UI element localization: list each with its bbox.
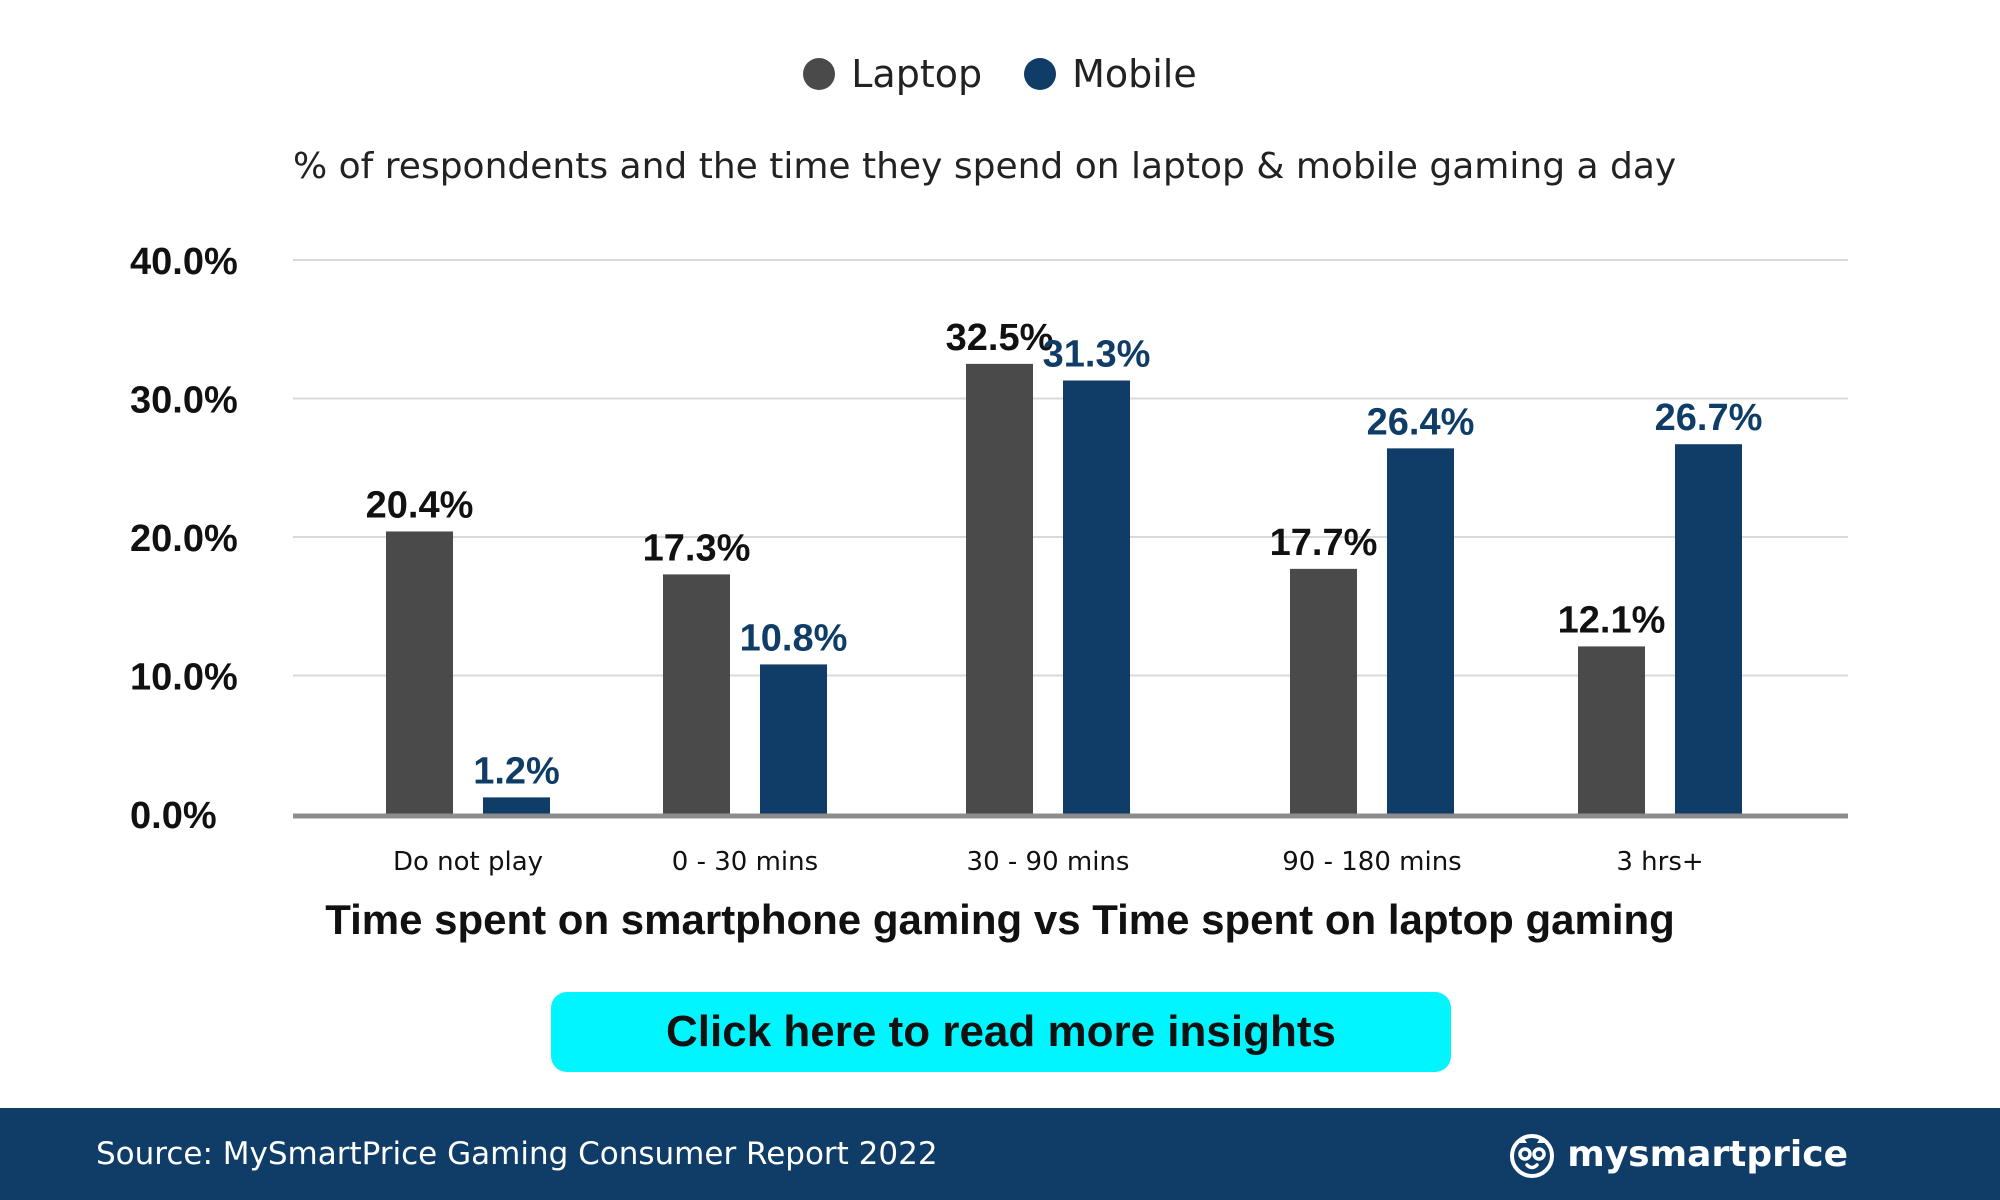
y-tick-label: 30.0%: [130, 380, 238, 422]
legend-label-laptop: Laptop: [851, 52, 983, 96]
x-tick-label: 3 hrs+: [1616, 847, 1703, 877]
data-label-laptop: 20.4%: [366, 484, 474, 526]
bar-laptop: [386, 531, 453, 814]
y-tick-label: 20.0%: [130, 518, 238, 560]
data-label-laptop: 12.1%: [1558, 599, 1666, 641]
read-more-insights-button[interactable]: Click here to read more insights: [551, 992, 1451, 1072]
data-label-mobile: 10.8%: [740, 617, 848, 659]
source-text: Source: MySmartPrice Gaming Consumer Rep…: [96, 1136, 938, 1172]
bar-mobile: [1387, 448, 1454, 814]
read-more-insights-label: Click here to read more insights: [666, 1007, 1336, 1056]
legend-swatch-mobile: [1024, 58, 1057, 90]
x-tick-label: 90 - 180 mins: [1282, 847, 1461, 877]
bar-laptop: [1578, 646, 1645, 814]
footer: Source: MySmartPrice Gaming Consumer Rep…: [0, 1108, 2000, 1200]
bar-mobile: [760, 664, 827, 814]
data-label-laptop: 17.7%: [1270, 522, 1378, 564]
bar-laptop: [663, 574, 730, 814]
x-tick-label: Do not play: [393, 847, 543, 877]
y-tick-label: 10.0%: [130, 657, 238, 699]
chart-subtitle: % of respondents and the time they spend…: [293, 146, 1677, 187]
x-tick-label: 30 - 90 mins: [967, 847, 1130, 877]
legend-label-mobile: Mobile: [1072, 52, 1197, 96]
bar-laptop: [1290, 568, 1357, 814]
brand-logo[interactable]: mysmartprice: [1507, 1108, 1848, 1200]
legend: Laptop Mobile: [0, 52, 2000, 96]
data-label-laptop: 32.5%: [946, 317, 1054, 359]
bar-mobile: [1675, 444, 1742, 814]
bar-chart: 0.0% 10.0% 20.0% 30.0% 40.0% 20.4% 1.2% Do not …: [130, 241, 1848, 877]
bar-laptop: [966, 363, 1033, 814]
y-tick-label: 40.0%: [130, 241, 238, 283]
x-axis-title: Time spent on smartphone gaming vs Time …: [325, 896, 1675, 943]
x-tick-label: 0 - 30 mins: [672, 847, 818, 877]
legend-item-laptop: Laptop: [803, 52, 982, 96]
data-label-mobile: 26.4%: [1367, 401, 1475, 443]
legend-item-mobile: Mobile: [1024, 52, 1197, 96]
legend-swatch-laptop: [803, 58, 836, 90]
bar-mobile: [483, 797, 550, 814]
data-label-mobile: 1.2%: [473, 750, 560, 792]
y-tick-label: 0.0%: [130, 795, 217, 837]
data-label-mobile: 26.7%: [1655, 397, 1763, 439]
owl-icon: [1510, 1134, 1555, 1178]
bar-mobile: [1063, 380, 1130, 814]
data-label-mobile: 31.3%: [1043, 333, 1151, 375]
data-label-laptop: 17.3%: [643, 527, 751, 569]
brand-name: mysmartprice: [1567, 1133, 1848, 1175]
